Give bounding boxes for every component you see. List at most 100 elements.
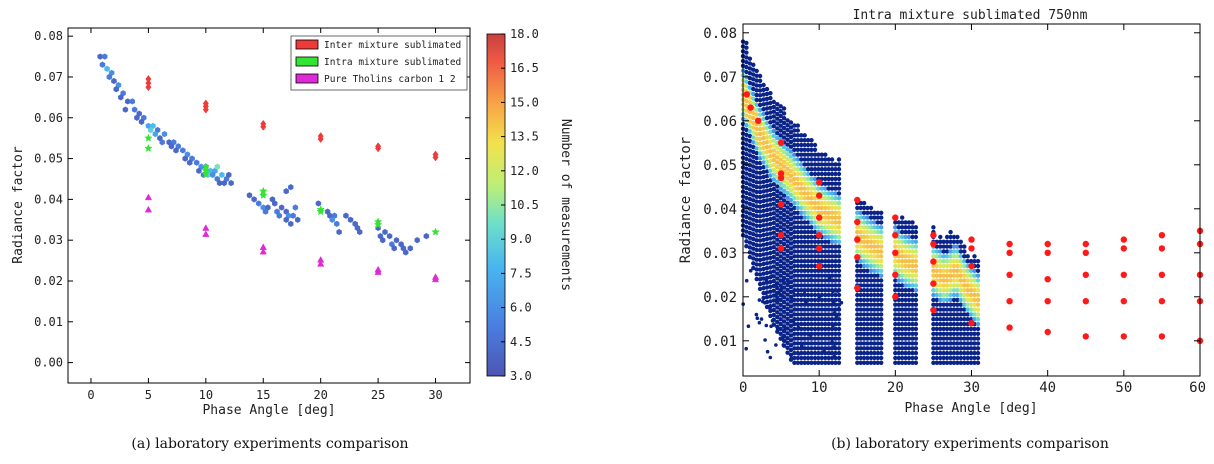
density-cell: [795, 341, 800, 346]
density-cell: [903, 331, 908, 336]
density-cell: [941, 268, 946, 273]
density-cell: [761, 136, 766, 141]
density-cell: [962, 307, 967, 312]
density-cell: [771, 225, 776, 231]
density-cell: [795, 244, 800, 249]
x-tick-label: 30: [428, 388, 442, 402]
density-cell: [900, 259, 905, 264]
density-cell: [747, 61, 753, 66]
density-cell: [900, 321, 905, 327]
density-cell: [975, 331, 981, 336]
density-cell: [792, 244, 797, 249]
density-cell: [751, 72, 756, 77]
density-cell: [941, 273, 946, 278]
series-2-point: [202, 230, 210, 237]
density-cell: [778, 196, 783, 201]
series-1-point: [373, 220, 383, 229]
density-cell: [833, 292, 838, 298]
density-cell: [795, 336, 800, 341]
density-cell: [972, 341, 977, 346]
density-cell: [823, 326, 828, 332]
hexbin-cell: [168, 143, 175, 150]
density-cell: [823, 171, 828, 177]
density-cell: [809, 317, 814, 322]
density-cell: [768, 255, 773, 260]
density-cell: [893, 302, 898, 307]
density-cell: [761, 213, 766, 218]
density-cell: [802, 205, 807, 211]
density-cell: [819, 341, 824, 346]
density-cell: [802, 326, 807, 332]
density-cell: [893, 336, 898, 341]
density-cell: [792, 259, 797, 264]
hexbin-cell: [131, 106, 138, 113]
density-cell: [812, 186, 818, 191]
density-cell: [754, 213, 759, 219]
density-cell: [805, 360, 811, 365]
density-cell: [875, 302, 880, 307]
density-cell: [802, 133, 807, 138]
density-cell: [868, 317, 874, 322]
x-tick-label: 10: [811, 380, 828, 396]
hexbin-cell: [272, 200, 278, 207]
density-cell: [938, 326, 943, 332]
density-cell: [768, 241, 773, 246]
density-cell: [812, 215, 818, 220]
density-cell: [757, 175, 763, 180]
density-cell: [788, 139, 794, 145]
density-cell: [771, 307, 776, 313]
density-cell: [802, 288, 807, 293]
density-cell: [771, 220, 776, 226]
density-cell: [823, 254, 828, 259]
density-cell: [833, 186, 838, 191]
series-2-point: [374, 268, 382, 275]
density-cell: [751, 173, 756, 179]
density-cell: [792, 191, 797, 196]
density-cell: [747, 163, 753, 168]
density-cell: [875, 346, 880, 351]
density-cell: [799, 268, 804, 273]
density-cell: [764, 125, 770, 130]
density-cell: [819, 326, 824, 332]
density-cell: [757, 73, 763, 79]
density-cell: [809, 191, 814, 196]
density-cell: [764, 86, 770, 92]
density-cell: [903, 234, 908, 240]
density-cell: [788, 202, 794, 207]
density-cell: [975, 317, 981, 322]
density-cell: [872, 263, 877, 269]
density-cell: [744, 166, 749, 171]
density-cell: [910, 341, 915, 346]
density-cell: [761, 232, 766, 238]
density-cell: [879, 210, 884, 215]
density-cell: [819, 331, 824, 336]
density-cell: [816, 205, 821, 211]
density-cell: [903, 360, 908, 365]
series-2-point: [431, 275, 440, 283]
density-cell: [768, 270, 773, 275]
density-cell: [757, 199, 763, 204]
density-cell: [751, 154, 756, 159]
density-cell: [768, 129, 773, 135]
density-cell: [761, 295, 766, 301]
density-cell: [836, 229, 842, 235]
density-cell: [972, 355, 977, 361]
density-cell: [826, 269, 831, 273]
chart-a-xlabel: Phase Angle [deg]: [202, 403, 335, 418]
density-cell: [751, 130, 756, 135]
density-cell: [903, 321, 908, 327]
density-cell: [879, 239, 884, 244]
density-cell: [812, 341, 818, 346]
density-cell: [896, 302, 901, 307]
density-cell: [823, 317, 828, 322]
density-cell: [826, 321, 831, 327]
density-cell: [944, 331, 950, 336]
density-cell: [941, 244, 946, 249]
density-cell: [903, 268, 908, 273]
density-cell: [906, 278, 912, 283]
y-tick-label: 0.06: [34, 111, 63, 125]
density-cell: [809, 176, 814, 182]
density-cell: [785, 210, 790, 215]
density-cell: [769, 324, 773, 329]
density-cell: [795, 317, 800, 322]
